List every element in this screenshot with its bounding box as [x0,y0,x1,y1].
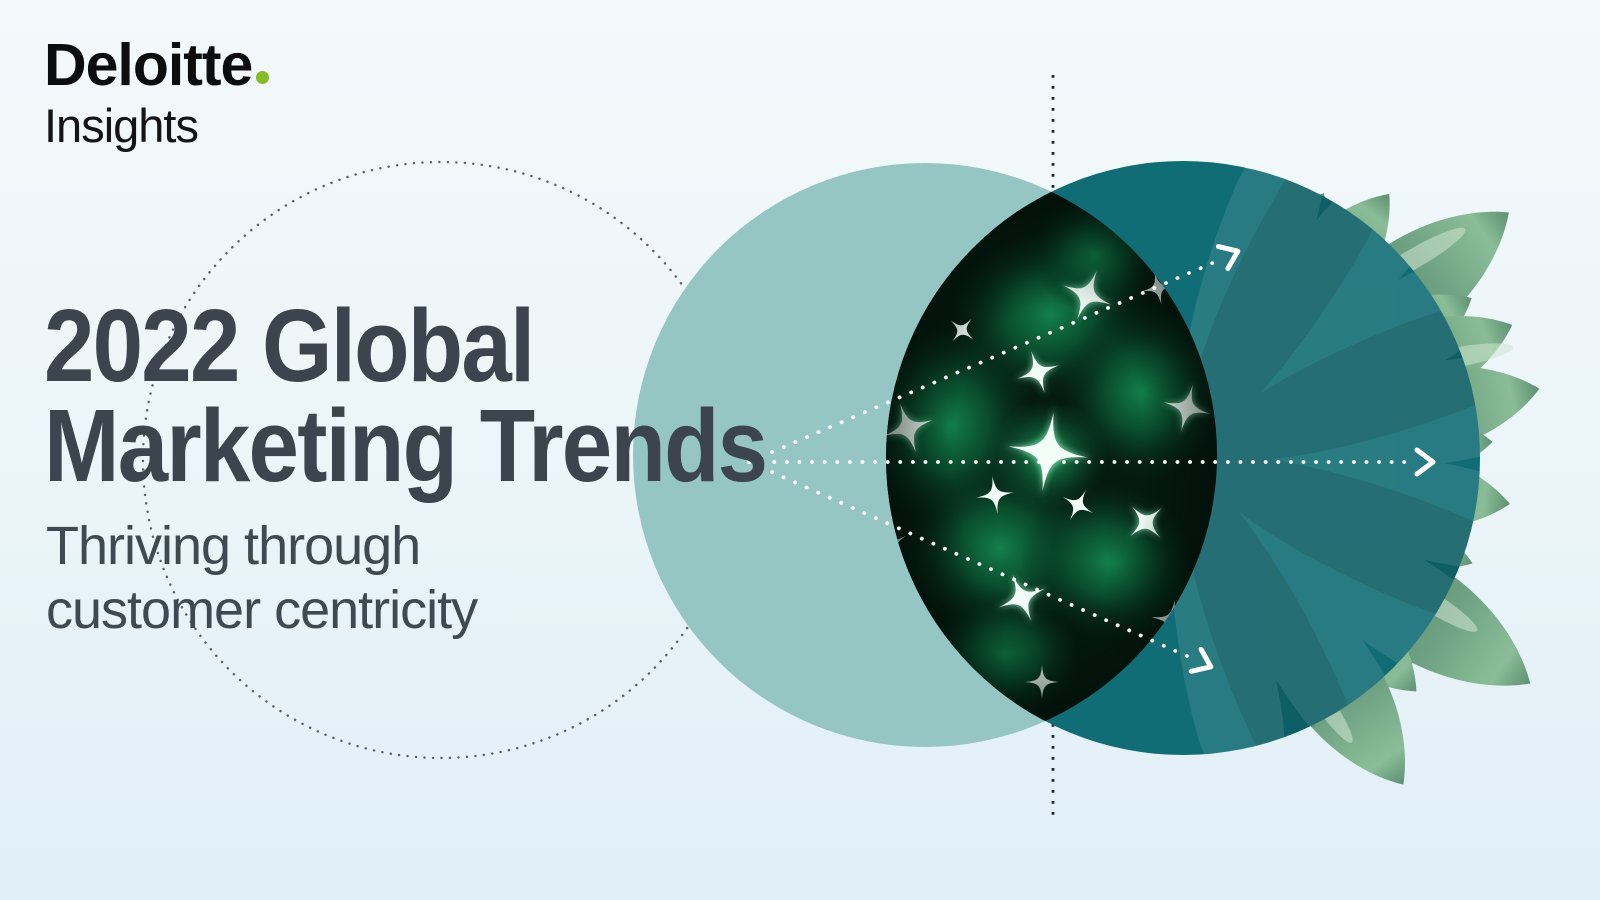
arrow-line-up-right [747,257,1224,464]
report-title-line1: 2022 Global [44,288,535,403]
report-subtitle: Thriving through customer centricity [46,514,478,643]
logo-wordmark: Deloitte [44,32,270,98]
report-title-line2: Marketing Trends [44,387,768,503]
deloitte-insights-logo: Deloitte Insights [44,32,270,152]
arrowhead-right-icon [1414,447,1436,477]
logo-word: Deloitte [44,32,253,98]
report-subtitle-line2: customer centricity [46,580,478,641]
logo-tagline: Insights [44,99,199,152]
dotted-arrows [747,244,1436,674]
report-title: 2022 Global Marketing Trends [44,288,768,503]
logo-green-dot-icon [256,71,270,84]
arrowhead-down-right-icon [1188,646,1214,674]
macro-vignette [886,177,1217,737]
arrowhead-up-right-icon [1215,244,1241,272]
report-subtitle-line1: Thriving through [46,516,421,576]
